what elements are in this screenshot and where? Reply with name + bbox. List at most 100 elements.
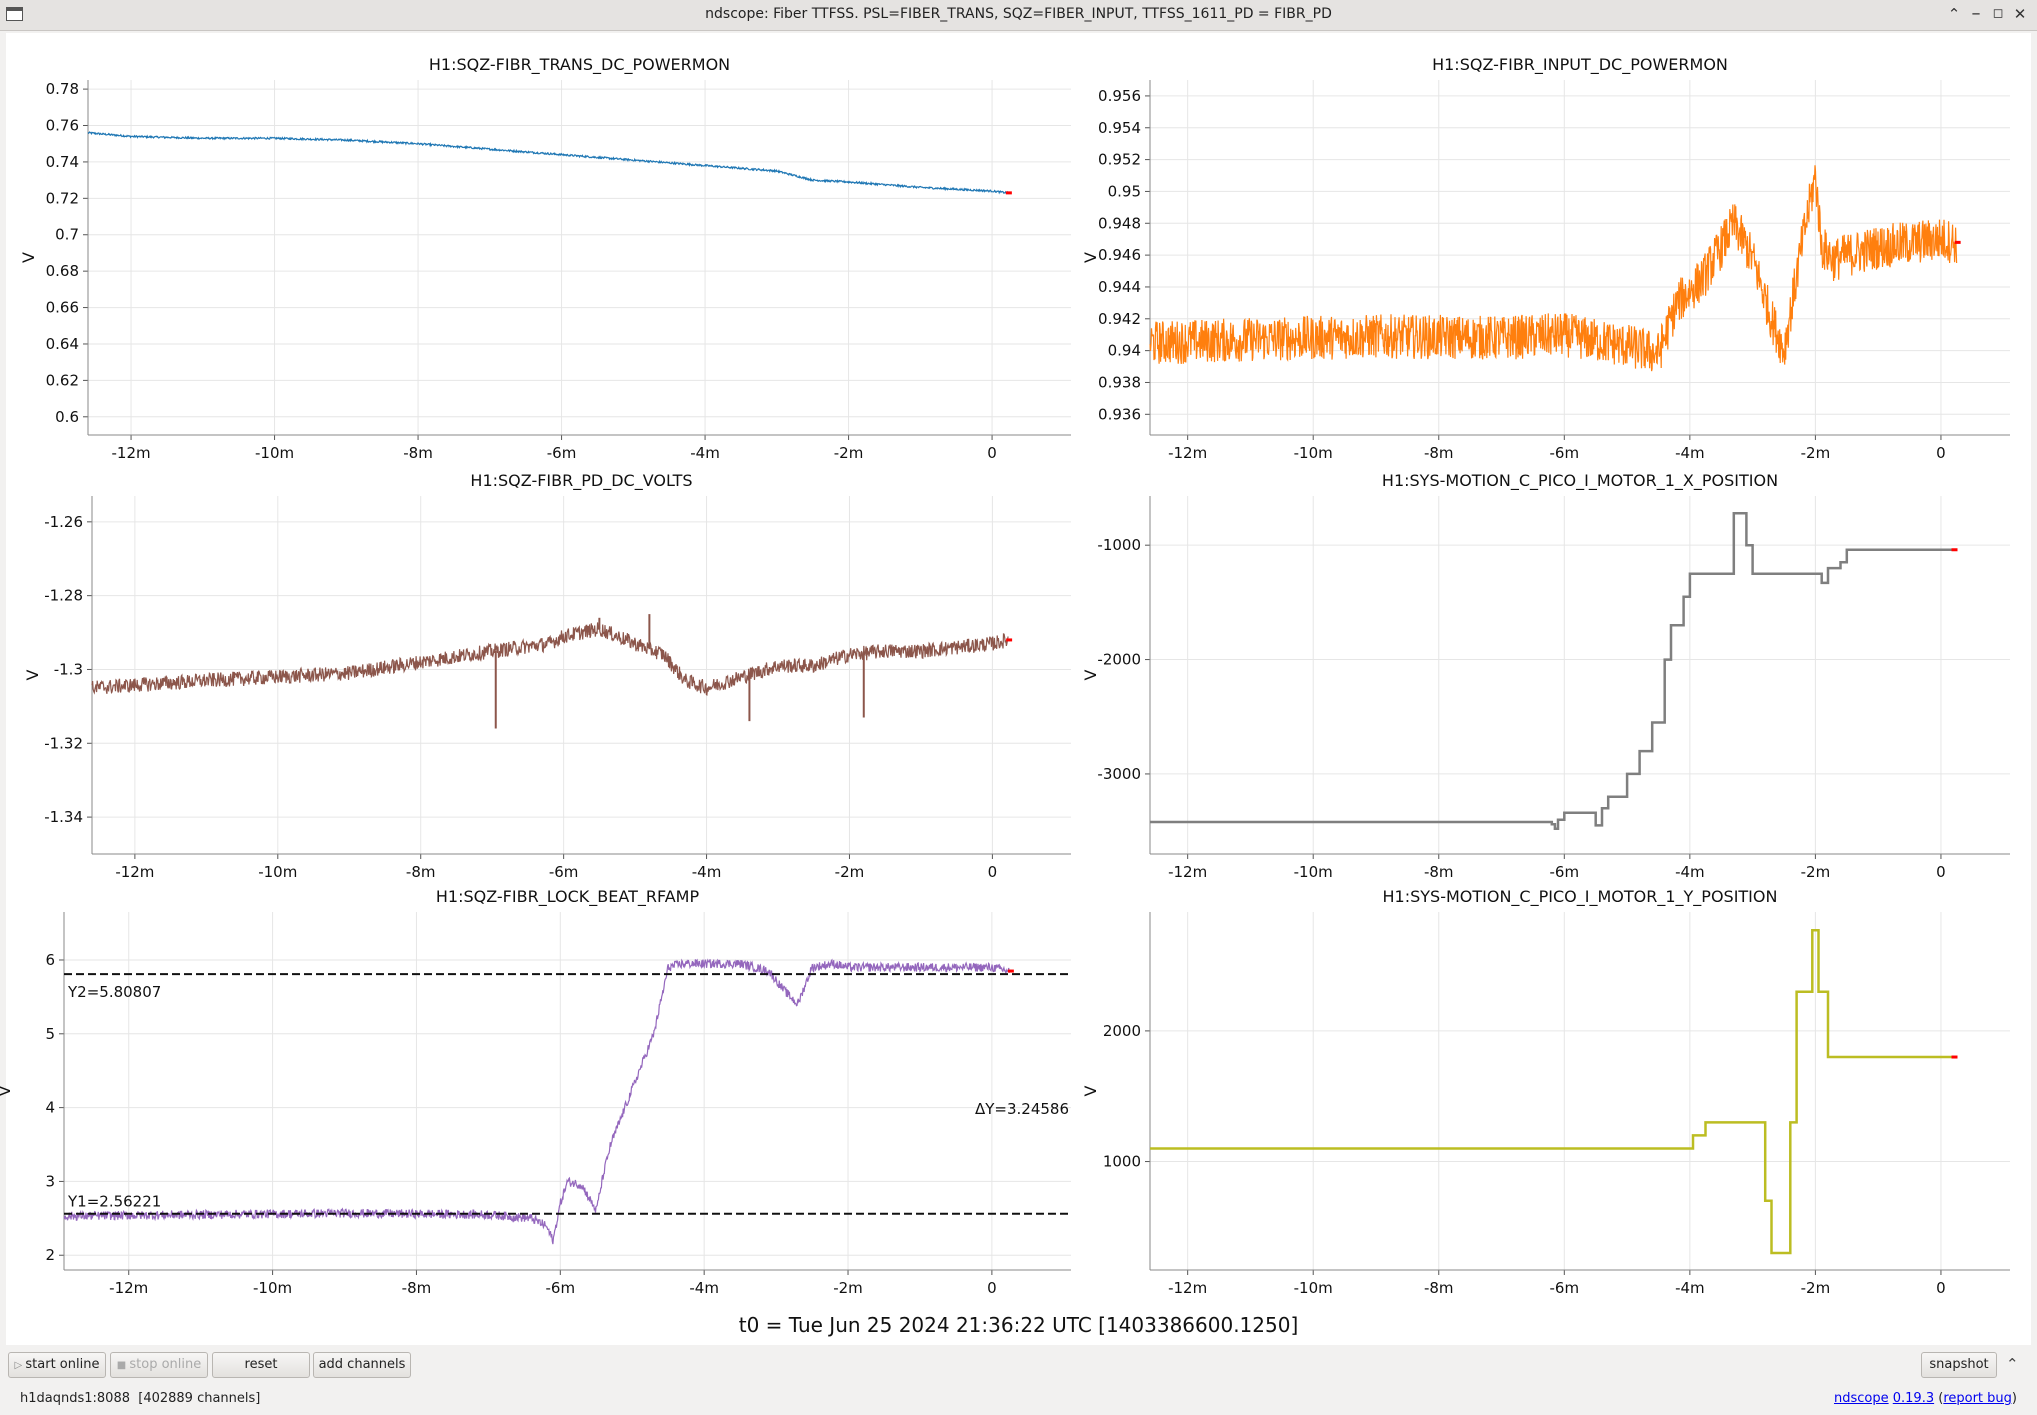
y-tick-label: 0.948 xyxy=(1098,214,1141,232)
delta-y-label: ΔY=3.24586 xyxy=(975,1100,1069,1118)
plot-2[interactable]: H1:SQZ-FIBR_INPUT_DC_POWERMON V -12m -10m -8… xyxy=(1081,55,2010,462)
x-tick-label: -8m xyxy=(1424,863,1454,881)
reset-button[interactable]: reset xyxy=(212,1352,310,1378)
x-tick-label: -8m xyxy=(406,863,436,881)
x-tick-label: -12m xyxy=(109,1279,148,1297)
close-icon[interactable]: ✕ xyxy=(2013,5,2027,23)
y-tick-label: 0.64 xyxy=(46,335,79,353)
restore-icon[interactable]: ◻ xyxy=(1992,6,2004,21)
x-tick-label: -8m xyxy=(402,1279,432,1297)
x-tick-label: 0 xyxy=(1936,444,1946,462)
version-link[interactable]: 0.19.3 xyxy=(1892,1391,1935,1406)
t0-label: t0 = Tue Jun 25 2024 21:36:22 UTC [14033… xyxy=(738,1313,1299,1337)
ndscope-link[interactable]: ndscope xyxy=(1833,1391,1889,1406)
stop-online-button[interactable]: ■ stop online xyxy=(110,1352,208,1378)
y-axis-label: V xyxy=(1081,669,1100,680)
plot-title: H1:SQZ-FIBR_INPUT_DC_POWERMON xyxy=(1432,55,1728,75)
x-tick-label: -8m xyxy=(403,444,433,462)
y-tick-label: -1.28 xyxy=(44,587,83,605)
plot-title: H1:SQZ-FIBR_TRANS_DC_POWERMON xyxy=(429,55,730,75)
y-tick-label: 2 xyxy=(45,1246,55,1264)
y-axis-label: V xyxy=(1081,252,1100,263)
status-server: h1daqnds1:8088 [402889 channels] xyxy=(20,1391,260,1406)
x-tick-label: -12m xyxy=(115,863,154,881)
x-tick-label: -4m xyxy=(689,1279,719,1297)
x-tick-label: -10m xyxy=(1294,1279,1333,1297)
y-axis-label: V xyxy=(19,252,38,263)
x-tick-label: -2m xyxy=(835,863,865,881)
y-tick-label: 0.62 xyxy=(46,371,79,389)
y-tick-label: 6 xyxy=(45,951,55,969)
x-tick-label: -4m xyxy=(1675,444,1705,462)
y-tick-label: 2000 xyxy=(1103,1022,1141,1040)
play-icon: ▷ xyxy=(14,1360,26,1371)
x-tick-label: 0 xyxy=(1936,1279,1946,1297)
x-tick-label: 0 xyxy=(988,863,998,881)
add-channels-button[interactable]: add channels xyxy=(313,1352,411,1378)
control-bar: ▷ start online ■ stop online reset add c… xyxy=(0,1350,2037,1382)
plot-area xyxy=(6,33,2031,1345)
y-tick-label: 0.74 xyxy=(46,153,79,171)
x-tick-label: -4m xyxy=(690,444,720,462)
series-line xyxy=(63,958,1011,1245)
plot-5[interactable]: H1:SQZ-FIBR_LOCK_BEAT_RFAMP V -12m -10m -8m -… xyxy=(0,887,1071,1297)
y-tick-label: 0.94 xyxy=(1108,342,1141,360)
maximize-icon[interactable]: – xyxy=(1971,3,1981,24)
y-tick-label: -2000 xyxy=(1097,651,1141,669)
y-axis-label: V xyxy=(23,669,42,680)
y-tick-label: 0.78 xyxy=(46,80,79,98)
plot-title: H1:SYS-MOTION_C_PICO_I_MOTOR_1_X_POSITIO… xyxy=(1382,471,1778,491)
collapse-icon[interactable]: ⌃ xyxy=(2006,1355,2019,1373)
series-line xyxy=(1150,511,1954,831)
start-online-label: start online xyxy=(25,1357,100,1372)
x-tick-label: -8m xyxy=(1424,444,1454,462)
window-title: ndscope: Fiber TTFSS. PSL=FIBER_TRANS, S… xyxy=(705,6,1332,22)
x-tick-label: -2m xyxy=(833,1279,863,1297)
start-online-button[interactable]: ▷ start online xyxy=(8,1352,106,1378)
x-tick-label: -10m xyxy=(1294,863,1333,881)
window-app-icon[interactable] xyxy=(6,7,23,21)
y-tick-label: 0.938 xyxy=(1098,373,1141,391)
y-tick-label: 0.942 xyxy=(1098,310,1141,328)
y-tick-label: 0.954 xyxy=(1098,119,1141,137)
plot-6[interactable]: H1:SYS-MOTION_C_PICO_I_MOTOR_1_Y_POSITIO… xyxy=(1081,887,2010,1297)
y-tick-label: 0.7 xyxy=(55,226,79,244)
y2-cursor-label: Y2=5.80807 xyxy=(67,983,161,1001)
x-tick-label: -2m xyxy=(1801,863,1831,881)
y-tick-label: -1.3 xyxy=(54,660,83,678)
x-tick-label: -8m xyxy=(1424,1279,1454,1297)
x-tick-label: -6m xyxy=(1550,444,1580,462)
y1-cursor-label: Y1=2.56221 xyxy=(67,1193,161,1211)
status-links: ndscope 0.19.3 (report bug) xyxy=(1833,1391,2017,1406)
report-bug-link[interactable]: report bug xyxy=(1943,1391,2012,1406)
stop-online-label: stop online xyxy=(129,1357,202,1372)
y-tick-label: 0.76 xyxy=(46,117,79,135)
y-tick-label: 4 xyxy=(45,1099,55,1117)
y-tick-label: 0.66 xyxy=(46,299,79,317)
y-tick-label: -1.26 xyxy=(44,513,83,531)
plot-4[interactable]: H1:SYS-MOTION_C_PICO_I_MOTOR_1_X_POSITIO… xyxy=(1081,471,2010,881)
x-tick-label: -12m xyxy=(111,444,150,462)
x-tick-label: -10m xyxy=(253,1279,292,1297)
plot-3[interactable]: H1:SQZ-FIBR_PD_DC_VOLTS V -12m -10m -8m -6m -4… xyxy=(23,471,1071,881)
x-tick-label: -2m xyxy=(1801,444,1831,462)
plot-1[interactable]: H1:SQZ-FIBR_TRANS_DC_POWERMON V -12m -10m -8… xyxy=(19,55,1071,462)
plot-title: H1:SQZ-FIBR_LOCK_BEAT_RFAMP xyxy=(436,887,700,907)
x-tick-label: -6m xyxy=(549,863,579,881)
x-tick-label: 0 xyxy=(1936,863,1946,881)
series-line xyxy=(91,622,1009,696)
x-tick-label: -4m xyxy=(692,863,722,881)
y-tick-label: 0.68 xyxy=(46,262,79,280)
minimize-icon[interactable]: ⌃ xyxy=(1947,5,1961,23)
y-axis-label: V xyxy=(1081,1085,1100,1096)
snapshot-button[interactable]: snapshot xyxy=(1921,1352,1997,1378)
x-tick-label: -6m xyxy=(547,444,577,462)
y-tick-label: 3 xyxy=(45,1172,55,1190)
x-tick-label: -12m xyxy=(1168,444,1207,462)
series-line xyxy=(87,131,1009,195)
x-tick-label: -10m xyxy=(255,444,294,462)
channel-count: [402889 channels] xyxy=(138,1391,261,1406)
server-address: h1daqnds1:8088 xyxy=(20,1391,130,1406)
y-tick-label: 0.944 xyxy=(1098,278,1141,296)
